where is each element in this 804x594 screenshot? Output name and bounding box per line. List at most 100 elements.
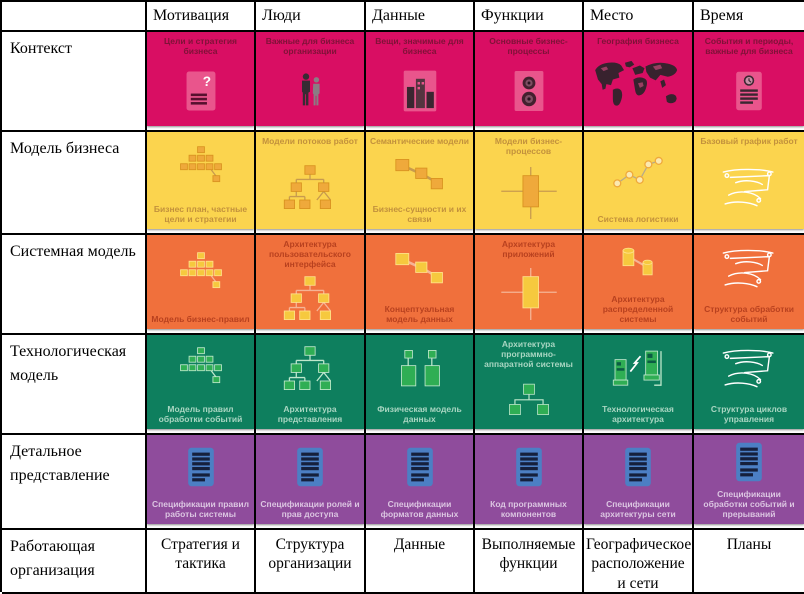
cell-system-data: Концептуальная модель данных (366, 235, 475, 335)
cell-detailed-functions: Код программных компонентов (475, 435, 584, 530)
cell-caption: Важные для бизнеса организации (265, 36, 355, 57)
specification-document-icon (185, 445, 217, 489)
cell-detailed-data: Спецификации форматов данных (366, 435, 475, 530)
buildings-icon (402, 69, 438, 113)
cell-caption: Архитектура программно-аппаратной систем… (484, 339, 573, 370)
hardware-software-tree-icon (504, 379, 554, 419)
cell-caption: Модели бизнес-процессов (494, 136, 563, 157)
footer-cell-strategy: Стратегия и тактика (147, 530, 256, 594)
cell-caption: Спецификации форматов данных (380, 498, 459, 519)
cell-business-place: Система логистики (584, 132, 694, 235)
column-header-data: Данные (366, 2, 475, 32)
cell-technology-data: Физическая модель данных (366, 335, 475, 435)
cell-caption: Бизнес план, частные цели и стратегии (153, 203, 248, 224)
cell-caption: Спецификации обработки событий и прерыва… (703, 488, 795, 519)
cell-system-time: Структура обработки событий (694, 235, 804, 335)
cell-caption: События и периоды, важные для бизнеса (704, 36, 794, 57)
cell-system-place: Архитектура распределенной системы (584, 235, 694, 335)
cell-context-motivation: Цели и стратегия бизнеса ? (147, 32, 256, 132)
computers-icon (608, 346, 668, 392)
cell-caption: Система логистики (597, 213, 679, 224)
column-header-people: Люди (256, 2, 366, 32)
row-header-context: Контекст (2, 32, 147, 132)
cell-system-motivation: Модель бизнес-правил (147, 235, 256, 335)
cell-caption: Вещи, значимые для бизнеса (375, 36, 464, 57)
schedule-sketch-icon (718, 246, 780, 292)
cell-detailed-people: Спецификации ролей и прав доступа (256, 435, 366, 530)
specification-document-icon (294, 445, 326, 489)
cell-caption: География бизнеса (597, 36, 679, 46)
linked-entities-icon (392, 156, 448, 194)
data-blocks-icon (393, 347, 447, 391)
specification-document-icon (404, 445, 436, 489)
cell-caption: Архитектура представления (277, 403, 343, 424)
cell-caption: Спецификации правил работы системы (151, 498, 250, 519)
column-header-functions: Функции (475, 2, 584, 32)
cell-caption: Спецификации ролей и прав доступа (260, 498, 360, 519)
cell-caption: Технологическая архитектура (602, 403, 674, 424)
footer-cell-plans: Планы (694, 530, 804, 594)
cell-caption: Архитектура приложений (501, 239, 556, 260)
schedule-sketch-icon (718, 346, 780, 392)
cell-caption: Модель правил обработки событий (158, 403, 243, 424)
cell-caption: Модель бизнес-правил (151, 313, 250, 324)
workflow-chart-icon (282, 275, 338, 323)
footer-cell-geography: Географическое расположение и сети (584, 530, 694, 594)
footer-cell-org-structure: Структура организации (256, 530, 366, 594)
cell-business-time: Базовый график работ (694, 132, 804, 235)
cell-business-people: Модели потоков работ (256, 132, 366, 235)
footer-cell-data: Данные (366, 530, 475, 594)
workflow-chart-icon (282, 164, 338, 212)
cylinders-icon (611, 244, 665, 284)
cell-technology-functions: Архитектура программно-аппаратной систем… (475, 335, 584, 435)
cell-detailed-time: Спецификации обработки событий и прерыва… (694, 435, 804, 530)
linked-entities-icon (392, 250, 448, 288)
cell-caption: Спецификации архитектуры сети (600, 498, 676, 519)
footer-cell-functions: Выполняемые функции (475, 530, 584, 594)
process-rectangle-icon (500, 268, 557, 321)
cell-system-functions: Архитектура приложений (475, 235, 584, 335)
cell-caption: Код программных компонентов (490, 498, 567, 519)
cell-caption: Физическая модель данных (377, 403, 462, 424)
document-question-icon: ? (184, 69, 218, 113)
column-header-motivation: Мотивация (147, 2, 256, 32)
cell-caption: Архитектура пользовательского интерфейса (269, 239, 351, 270)
cell-detailed-motivation: Спецификации правил работы системы (147, 435, 256, 530)
cell-context-time: События и периоды, важные для бизнеса (694, 32, 804, 132)
corner-cell (2, 2, 147, 32)
row-header-technology-model: Технологическая модель (2, 335, 147, 435)
cell-caption: Структура циклов управления (710, 403, 788, 424)
cell-technology-motivation: Модель правил обработки событий (147, 335, 256, 435)
pyramid-chart-icon (173, 346, 229, 392)
specification-document-icon (622, 445, 654, 489)
cell-business-data: Семантические модели Бизнес-сущности и и… (366, 132, 475, 235)
cell-caption: Концептуальная модель данных (384, 303, 455, 324)
cell-caption: Бизнес-сущности и их связи (372, 203, 467, 224)
cell-caption: Модели потоков работ (262, 136, 358, 146)
specification-document-icon (513, 445, 545, 489)
svg-text:?: ? (202, 74, 210, 89)
people-icon (294, 71, 326, 111)
cell-context-functions: Основные бизнес-процессы (475, 32, 584, 132)
row-header-business-model: Модель бизнеса (2, 132, 147, 235)
network-nodes-icon (610, 154, 666, 192)
gears-icon (513, 69, 545, 113)
cell-caption: Цели и стратегия бизнеса (163, 36, 238, 57)
schedule-sketch-icon (718, 165, 780, 211)
cell-caption: Архитектура распределенной системы (602, 293, 674, 324)
clock-document-icon (733, 69, 765, 113)
column-header-place: Место (584, 2, 694, 32)
cell-business-functions: Модели бизнес-процессов (475, 132, 584, 235)
cell-caption: Базовый график работ (700, 136, 798, 146)
cell-technology-people: Архитектура представления (256, 335, 366, 435)
column-header-time: Время (694, 2, 804, 32)
cell-context-data: Вещи, значимые для бизнеса (366, 32, 475, 132)
cell-technology-place: Технологическая архитектура (584, 335, 694, 435)
specification-document-icon (733, 440, 765, 484)
pyramid-chart-icon (173, 145, 229, 191)
world-map-icon (588, 59, 688, 113)
pyramid-chart-icon (173, 251, 229, 297)
cell-detailed-place: Спецификации архитектуры сети (584, 435, 694, 530)
row-header-detailed-view: Детальное представление (2, 435, 147, 530)
